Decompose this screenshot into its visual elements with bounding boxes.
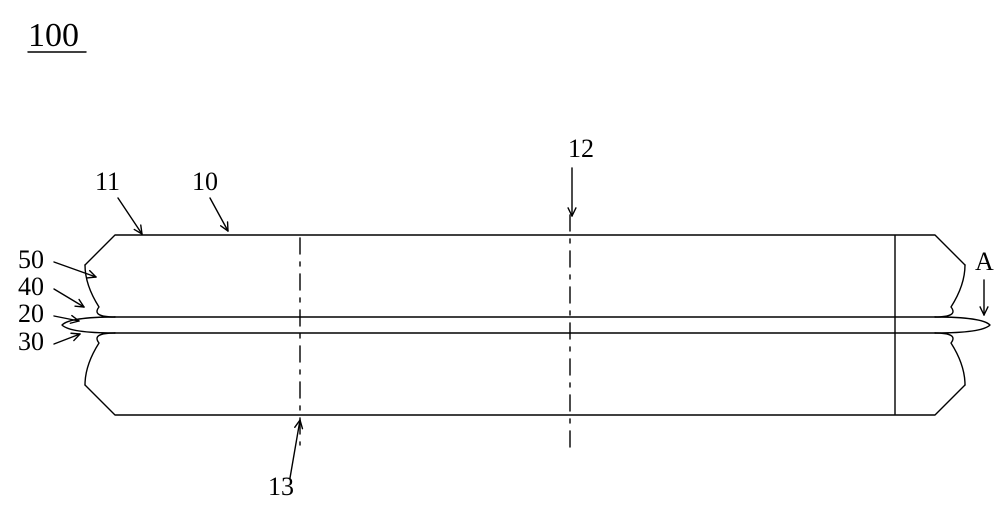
figure-number: 100 (28, 17, 79, 54)
diagram-canvas: 1001110125040203013A (0, 0, 1000, 525)
label-A: A (975, 247, 994, 276)
label-11: 11 (95, 167, 120, 196)
label-40: 40 (18, 272, 44, 301)
label-50: 50 (18, 245, 44, 274)
label-12: 12 (568, 134, 594, 163)
label-30: 30 (18, 327, 44, 356)
label-10: 10 (192, 167, 218, 196)
label-20: 20 (18, 299, 44, 328)
